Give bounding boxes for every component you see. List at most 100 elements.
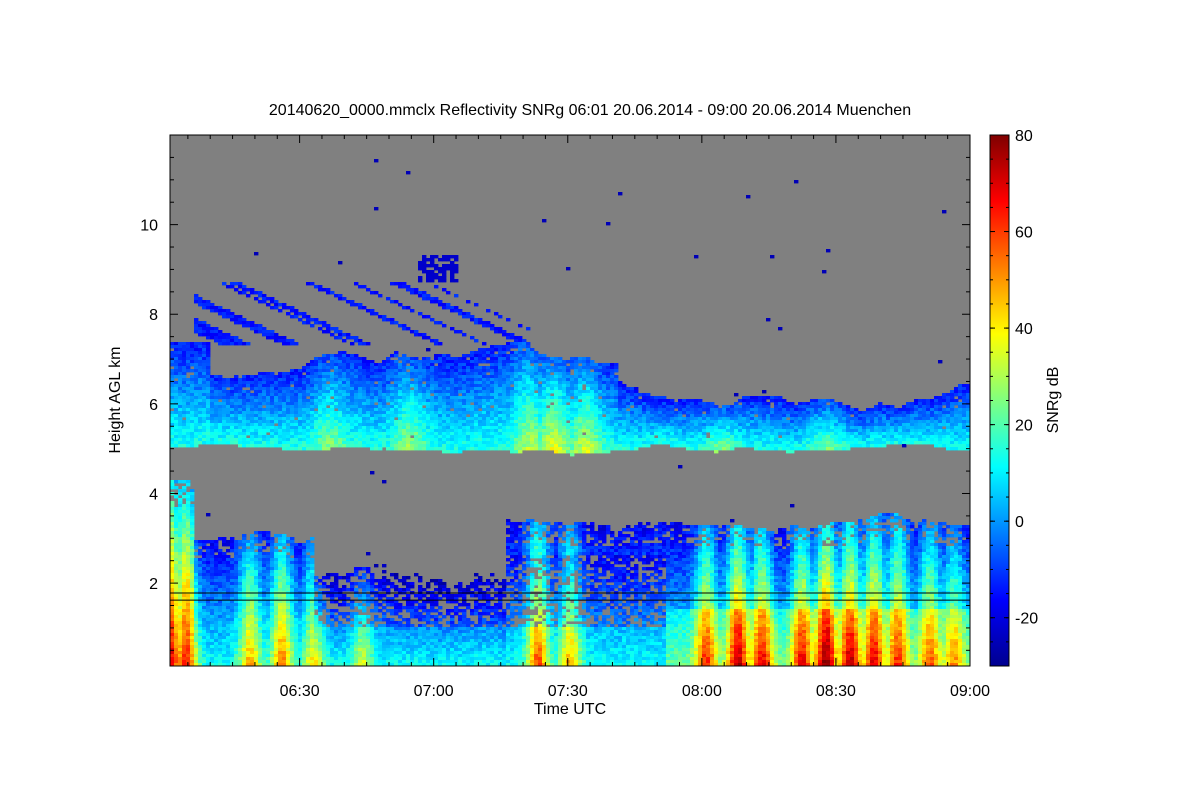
reflectivity-cell bbox=[258, 564, 263, 568]
reflectivity-cell bbox=[434, 381, 439, 385]
reflectivity-cell bbox=[298, 657, 303, 661]
reflectivity-cell bbox=[454, 630, 459, 634]
reflectivity-cell bbox=[342, 657, 347, 661]
reflectivity-cell bbox=[290, 423, 295, 427]
reflectivity-cell bbox=[358, 642, 363, 646]
reflectivity-cell bbox=[226, 285, 231, 289]
reflectivity-cell bbox=[390, 630, 395, 634]
reflectivity-cell bbox=[214, 579, 219, 583]
reflectivity-cell bbox=[442, 633, 447, 637]
reflectivity-cell bbox=[314, 657, 319, 661]
reflectivity-cell bbox=[258, 402, 263, 406]
reflectivity-cell bbox=[174, 618, 179, 622]
reflectivity-cell bbox=[406, 423, 411, 427]
reflectivity-cell bbox=[242, 375, 247, 379]
reflectivity-cell bbox=[234, 426, 239, 430]
reflectivity-cell bbox=[278, 663, 283, 666]
reflectivity-cell bbox=[362, 660, 367, 664]
reflectivity-cell bbox=[226, 597, 231, 601]
reflectivity-cell bbox=[182, 582, 187, 586]
reflectivity-cell bbox=[322, 363, 327, 367]
reflectivity-cell bbox=[250, 546, 255, 550]
reflectivity-cell bbox=[186, 384, 191, 388]
reflectivity-cell bbox=[418, 588, 423, 592]
reflectivity-cell bbox=[274, 660, 279, 664]
reflectivity-cell bbox=[198, 654, 203, 658]
reflectivity-cell bbox=[450, 279, 455, 283]
reflectivity-cell bbox=[350, 660, 355, 664]
reflectivity-cell bbox=[390, 624, 395, 628]
reflectivity-cell bbox=[266, 627, 271, 631]
reflectivity-cell bbox=[186, 588, 191, 592]
reflectivity-cell bbox=[358, 417, 363, 421]
reflectivity-cell bbox=[214, 564, 219, 568]
reflectivity-cell bbox=[182, 513, 187, 517]
reflectivity-cell bbox=[250, 567, 255, 571]
reflectivity-cell bbox=[218, 402, 223, 406]
reflectivity-cell bbox=[198, 399, 203, 403]
reflectivity-cell bbox=[342, 393, 347, 397]
reflectivity-cell bbox=[370, 309, 375, 313]
reflectivity-cell bbox=[414, 366, 419, 370]
reflectivity-cell bbox=[230, 282, 235, 286]
reflectivity-cell bbox=[446, 360, 451, 364]
reflectivity-cell bbox=[386, 366, 391, 370]
reflectivity-cell bbox=[418, 594, 423, 598]
reflectivity-cell bbox=[402, 324, 407, 328]
reflectivity-cell bbox=[454, 372, 459, 376]
reflectivity-cell bbox=[274, 621, 279, 625]
reflectivity-cell bbox=[446, 363, 451, 367]
reflectivity-cell bbox=[446, 447, 451, 451]
reflectivity-cell bbox=[314, 321, 319, 325]
reflectivity-cell bbox=[310, 384, 315, 388]
reflectivity-cell bbox=[286, 633, 291, 637]
reflectivity-cell bbox=[338, 378, 343, 382]
reflectivity-cell bbox=[254, 399, 259, 403]
reflectivity-cell bbox=[398, 624, 403, 628]
reflectivity-cell bbox=[262, 633, 267, 637]
reflectivity-cell bbox=[438, 396, 443, 400]
reflectivity-cell bbox=[218, 600, 223, 604]
reflectivity-cell bbox=[190, 585, 195, 589]
reflectivity-cell bbox=[214, 576, 219, 580]
reflectivity-cell bbox=[366, 378, 371, 382]
reflectivity-cell bbox=[366, 627, 371, 631]
reflectivity-cell bbox=[190, 363, 195, 367]
reflectivity-cell bbox=[314, 663, 319, 666]
reflectivity-cell bbox=[210, 327, 215, 331]
reflectivity-cell bbox=[406, 651, 411, 655]
reflectivity-cell bbox=[334, 366, 339, 370]
reflectivity-cell bbox=[394, 645, 399, 649]
reflectivity-cell bbox=[266, 642, 271, 646]
reflectivity-cell bbox=[394, 603, 399, 607]
reflectivity-cell bbox=[442, 648, 447, 652]
reflectivity-cell bbox=[206, 612, 211, 616]
reflectivity-cell bbox=[282, 411, 287, 415]
reflectivity-cell bbox=[178, 423, 183, 427]
reflectivity-cell bbox=[318, 426, 323, 430]
reflectivity-cell bbox=[462, 588, 467, 592]
reflectivity-cell bbox=[398, 369, 403, 373]
reflectivity-cell bbox=[186, 660, 191, 664]
reflectivity-cell bbox=[182, 435, 187, 439]
reflectivity-cell bbox=[262, 606, 267, 610]
reflectivity-cell bbox=[306, 615, 311, 619]
reflectivity-cell bbox=[198, 414, 203, 418]
reflectivity-cell bbox=[230, 378, 235, 382]
reflectivity-cell bbox=[342, 363, 347, 367]
reflectivity-cell bbox=[446, 627, 451, 631]
reflectivity-cell bbox=[322, 582, 327, 586]
reflectivity-cell bbox=[442, 375, 447, 379]
reflectivity-cell bbox=[458, 435, 463, 439]
reflectivity-cell bbox=[246, 441, 251, 445]
reflectivity-cell bbox=[398, 651, 403, 655]
reflectivity-cell bbox=[462, 594, 467, 598]
reflectivity-cell bbox=[450, 411, 455, 415]
reflectivity-cell bbox=[406, 399, 411, 403]
reflectivity-cell bbox=[198, 360, 203, 364]
reflectivity-cell bbox=[182, 651, 187, 655]
reflectivity-cell bbox=[318, 420, 323, 424]
reflectivity-cell bbox=[286, 417, 291, 421]
reflectivity-cell bbox=[366, 603, 371, 607]
reflectivity-cell bbox=[350, 441, 355, 445]
